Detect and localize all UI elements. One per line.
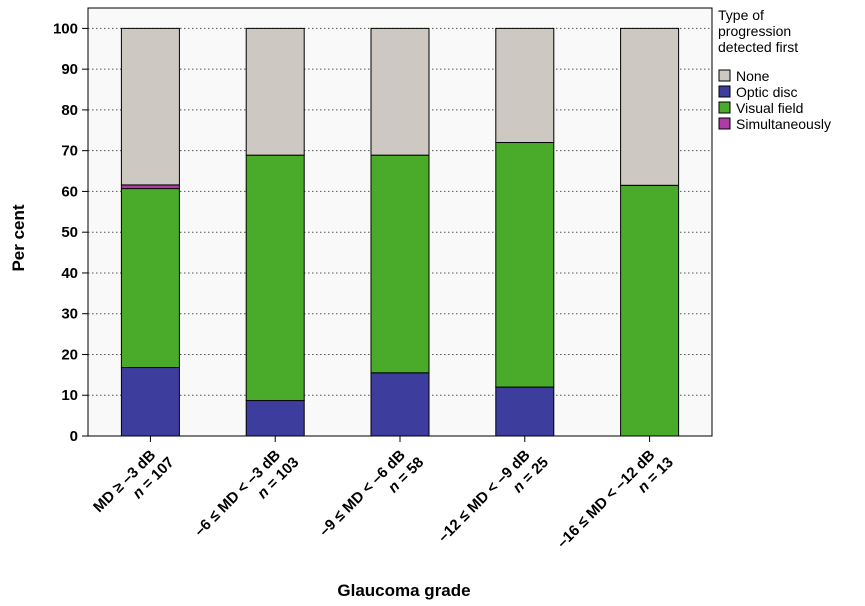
y-tick-label: 20 — [61, 346, 78, 363]
y-axis-title: Per cent — [9, 204, 28, 271]
y-tick-label: 10 — [61, 387, 78, 404]
legend-label: Visual field — [736, 100, 803, 116]
x-tick-label: –16 ≤ MD < –12 dB — [554, 447, 659, 552]
bar-segment-none — [495, 27, 555, 144]
x-tick-labels: MD ≥ –3 dBn = 107 –6 ≤ MD < –3 dBn = 103–… — [90, 447, 677, 552]
bar-segment-visual-field — [495, 142, 555, 388]
x-tick-label-group: MD ≥ –3 dBn = 107 — [90, 447, 178, 516]
bar-segment-optic-disc — [245, 400, 305, 437]
bar-segment-none — [620, 27, 680, 186]
bar-segment-none — [370, 27, 430, 156]
bar-segment-visual-field — [120, 188, 180, 369]
legend-label: None — [736, 68, 770, 84]
x-tick-label-group: –6 ≤ MD < –3 dBn = 103 — [191, 447, 302, 540]
bar-segment-simultaneously — [120, 184, 180, 190]
y-tick-label: 40 — [61, 265, 78, 282]
y-tick-label: 50 — [61, 224, 78, 241]
x-tick-label-group: –12 ≤ MD < –9 dBn = 25 — [435, 447, 552, 546]
legend-title: progression — [718, 23, 791, 39]
legend-swatch — [718, 117, 731, 130]
x-tick-label-group: –9 ≤ MD < –6 dBn = 58 — [316, 447, 427, 540]
y-tick-label: 100 — [53, 20, 78, 37]
legend-title: detected first — [718, 39, 798, 55]
x-tick-label: –12 ≤ MD < –9 dB — [435, 447, 534, 546]
bars — [120, 27, 680, 437]
legend-label: Simultaneously — [736, 116, 831, 132]
bar-segment-visual-field — [370, 154, 430, 374]
bar-segment-optic-disc — [120, 367, 180, 437]
bar-segment-none — [120, 27, 180, 186]
bar-segment-optic-disc — [495, 386, 555, 437]
legend-title: Type of — [718, 7, 764, 23]
y-tick-label: 80 — [61, 102, 78, 119]
y-tick-label: 0 — [70, 428, 78, 445]
bar-segment-visual-field — [245, 154, 305, 402]
legend-swatch — [718, 101, 731, 114]
x-tick-label-group: –16 ≤ MD < –12 dBn = 13 — [554, 447, 677, 552]
legend-label: Optic disc — [736, 84, 797, 100]
y-tick-label: 90 — [61, 61, 78, 78]
bar-segment-none — [245, 27, 305, 156]
legend-swatch — [718, 69, 731, 82]
axes: 0 10 20 30 40 50 60 70 80 90 100 — [53, 7, 713, 445]
bar-segment-optic-disc — [370, 372, 430, 437]
y-tick-label: 60 — [61, 183, 78, 200]
x-axis-title: Glaucoma grade — [337, 581, 470, 600]
y-tick-label: 70 — [61, 143, 78, 160]
legend-swatch — [718, 85, 731, 98]
y-tick-label: 30 — [61, 306, 78, 323]
bar-segment-visual-field — [620, 184, 680, 437]
